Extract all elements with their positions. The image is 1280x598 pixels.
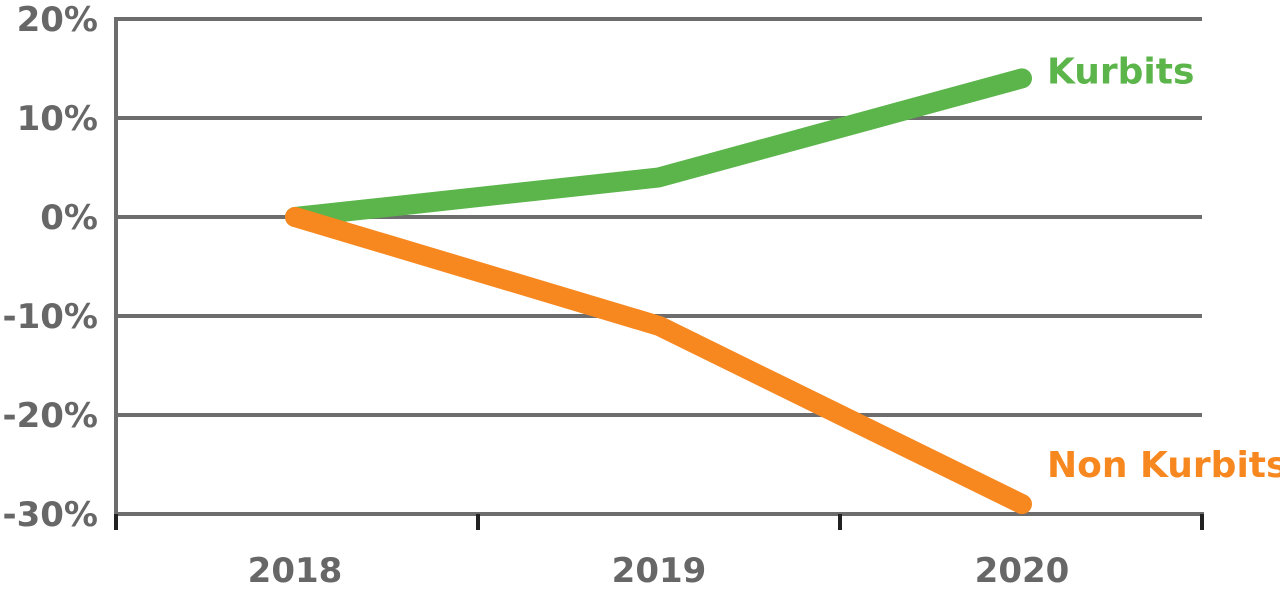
x-tick-label: 2019 xyxy=(612,551,707,591)
axes xyxy=(114,17,1204,530)
y-tick-label: 0% xyxy=(40,198,98,238)
y-tick-label: -30% xyxy=(3,495,99,535)
series-label: Kurbits xyxy=(1047,51,1194,92)
x-axis-ticks: 2018 2019 2020 xyxy=(248,551,1070,591)
gridlines xyxy=(116,17,1202,417)
series-lines xyxy=(285,68,1032,515)
y-tick-label: -10% xyxy=(3,297,99,337)
series-line-non-kurbits xyxy=(285,207,1032,515)
series-line-kurbits xyxy=(285,68,1032,227)
x-tick-label: 2018 xyxy=(248,551,343,591)
series-label: Non Kurbits xyxy=(1047,445,1280,486)
x-tick-label: 2020 xyxy=(975,551,1070,591)
y-tick-label: -20% xyxy=(3,396,99,436)
series-labels: Kurbits Non Kurbits xyxy=(1047,51,1280,486)
y-tick-label: 10% xyxy=(17,99,98,139)
y-axis-ticks: 20% 10% 0% -10% -20% -30% xyxy=(3,0,99,535)
y-tick-label: 20% xyxy=(17,0,98,40)
